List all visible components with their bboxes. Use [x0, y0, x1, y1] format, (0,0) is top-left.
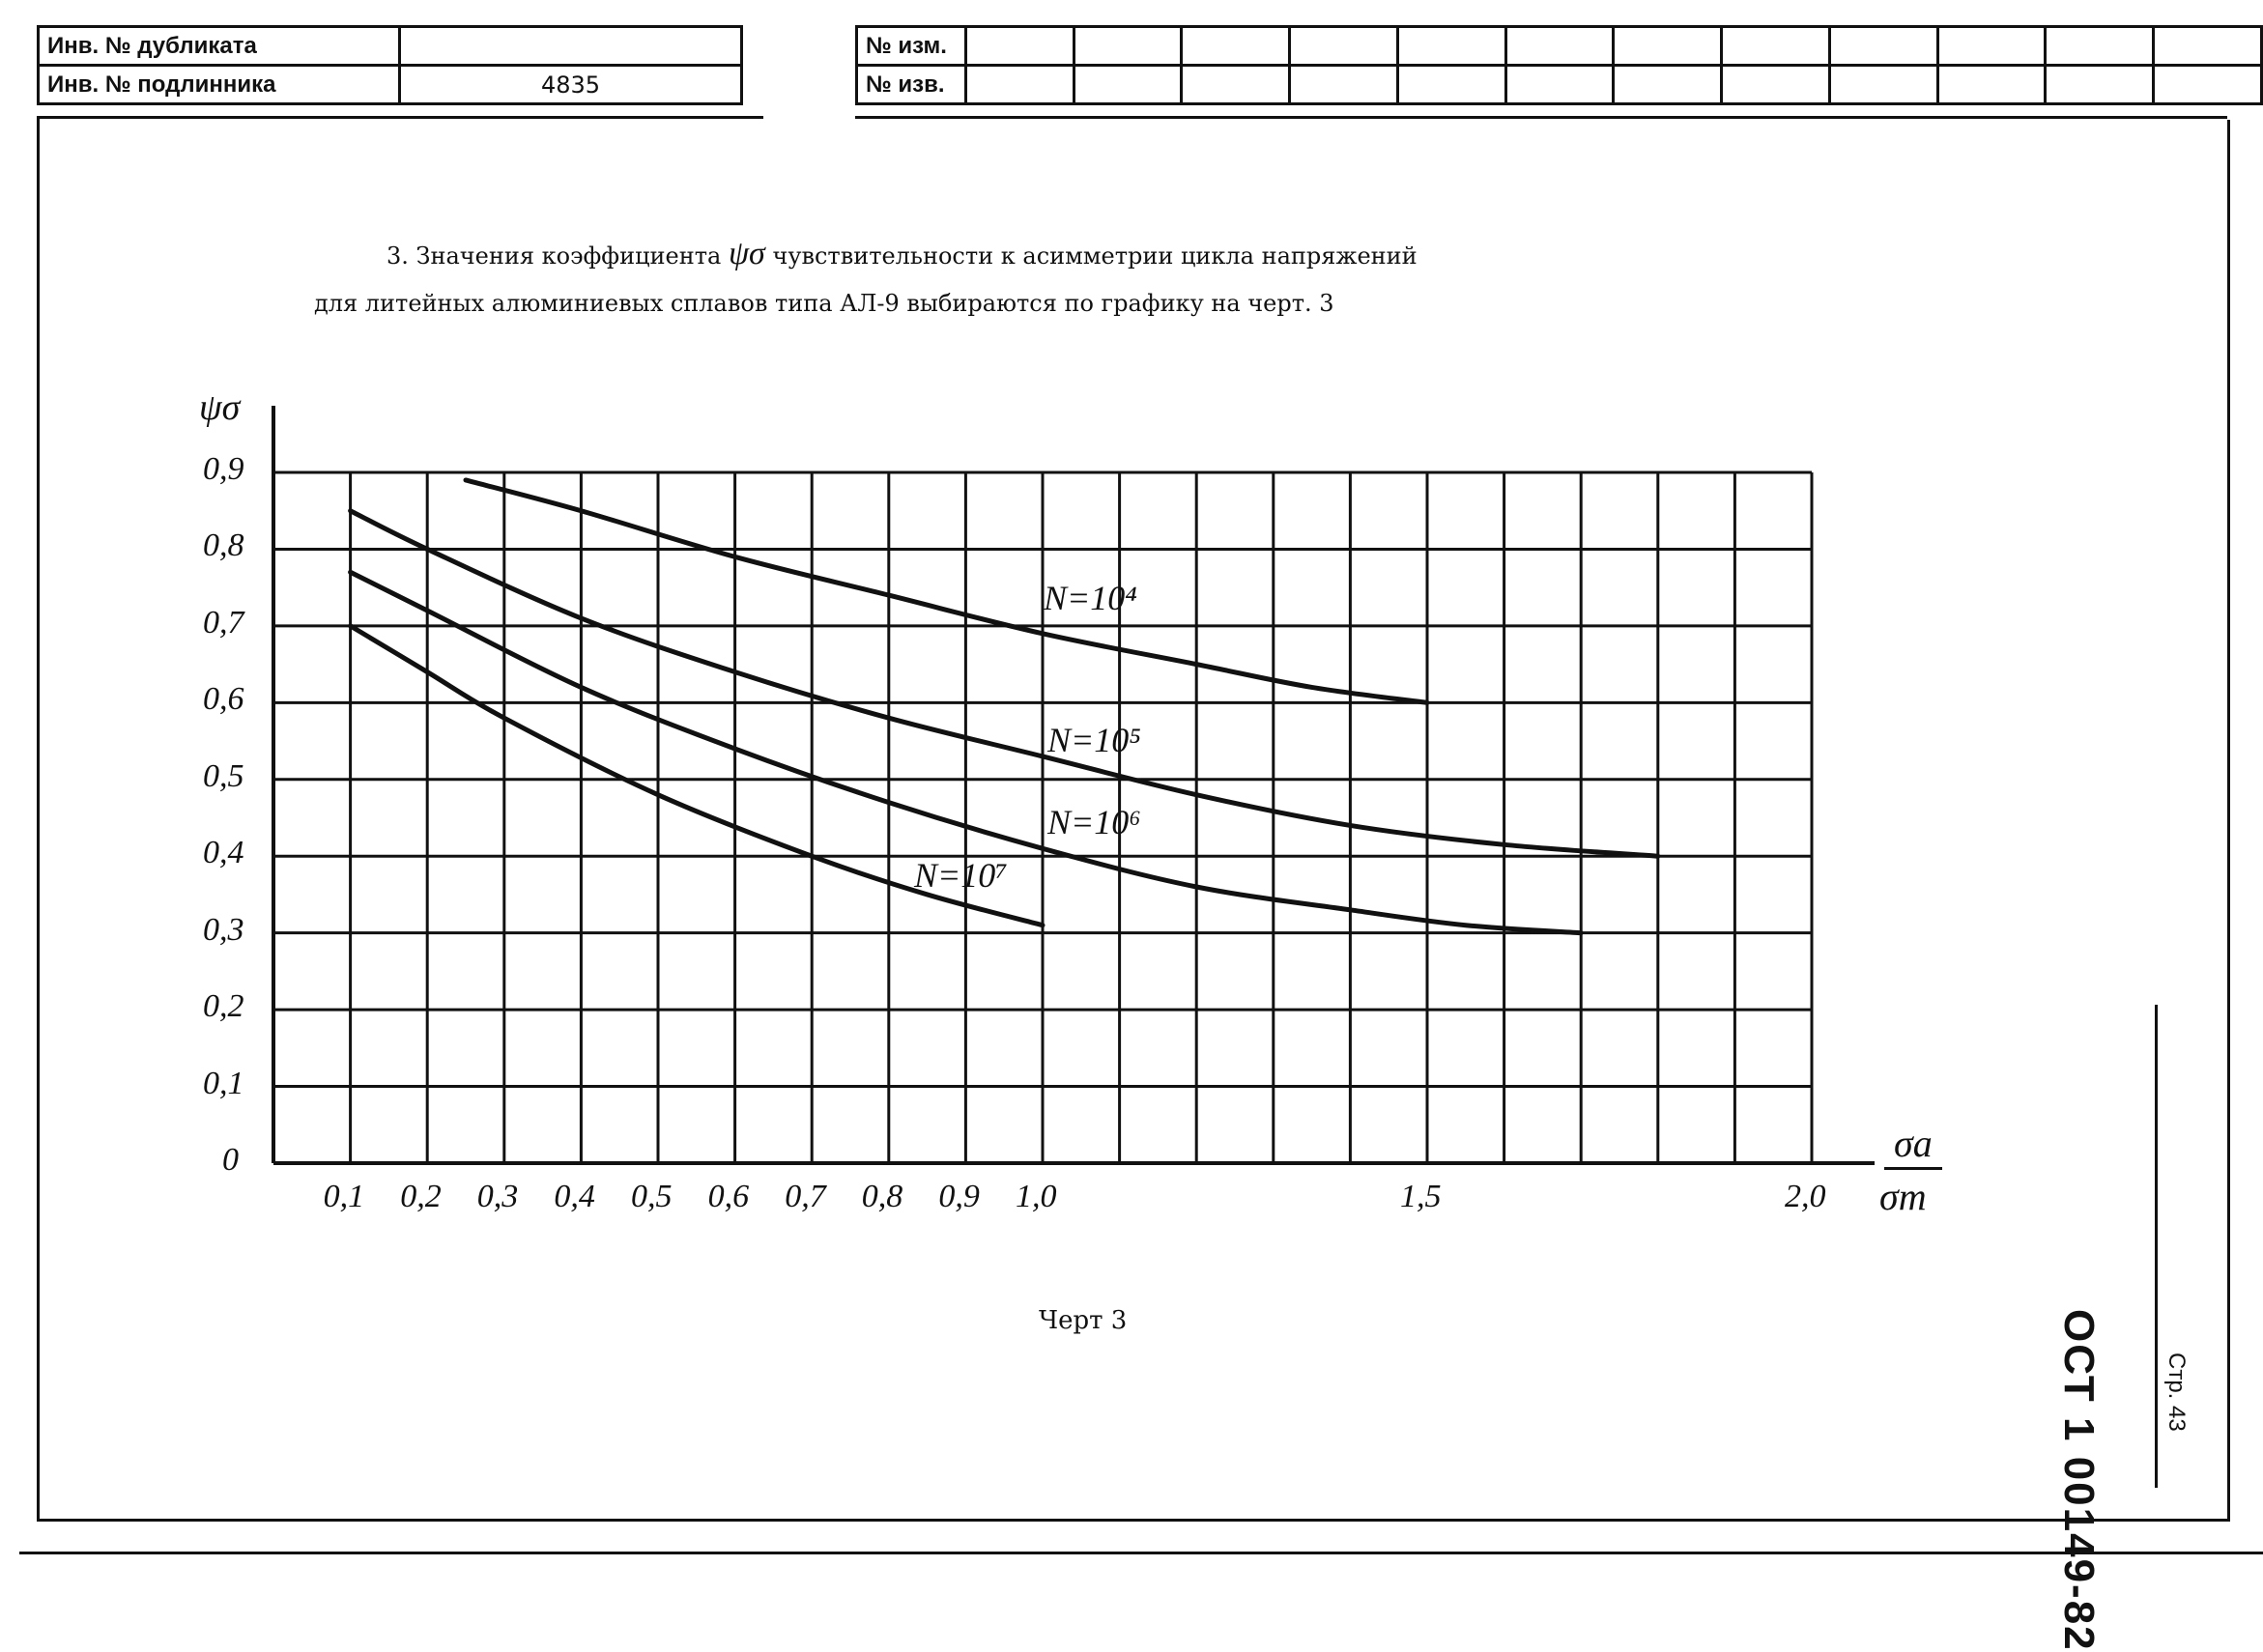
x-tick-label: 1,5	[1400, 1179, 1442, 1214]
y-tick-label: 0	[222, 1142, 239, 1178]
x-tick-label: 0,8	[861, 1179, 903, 1214]
y-tick-label: 0,2	[203, 988, 244, 1025]
y-tick-label: 0,8	[203, 527, 244, 564]
y-tick-label: 0,6	[203, 681, 244, 718]
stamp-cell	[1395, 25, 1507, 67]
stamp-left-table: Инв. № дубликата Инв. № подлинника 4835	[37, 25, 743, 105]
series-label-n1e7: N=10⁷	[914, 856, 1008, 895]
stamp-cell	[1720, 64, 1831, 105]
series-label-n1e4: N=10⁴	[1044, 579, 1137, 617]
chart-grid	[273, 470, 1814, 1163]
stamp-row-original: Инв. № подлинника 4835	[37, 64, 743, 105]
x-axis-label-fraction-bar	[1884, 1167, 1942, 1170]
paragraph-line-1: 3. Значения коэффициента ψσ чувствительн…	[387, 236, 1418, 272]
x-axis-label-numerator: σa	[1894, 1122, 1933, 1165]
document-code: ОСТ 1 00149-82	[2055, 1309, 2103, 1652]
x-tick-label: 0,2	[400, 1179, 442, 1214]
bottom-rule	[19, 1552, 2263, 1554]
x-tick-label: 0,4	[554, 1179, 595, 1214]
stamp-label-duplicate: Инв. № дубликата	[37, 25, 401, 67]
stamp-cell	[2152, 64, 2263, 105]
paragraph-line-1-prefix: 3. Значения коэффициента	[387, 242, 722, 270]
chart-axes	[272, 406, 1875, 1165]
series-curve-0	[463, 477, 1430, 705]
y-axis-label: ψσ	[199, 386, 240, 429]
y-axis-label-text: ψσ	[199, 387, 241, 428]
side-rule	[2155, 1005, 2158, 1488]
y-tick-label: 0,4	[203, 835, 244, 871]
stamp-cell	[1827, 25, 1939, 67]
stamp-cell	[1395, 64, 1507, 105]
stamp-value-original: 4835	[398, 64, 743, 105]
x-tick-label: 0,9	[938, 1179, 980, 1214]
y-tick-label: 0,9	[203, 451, 244, 487]
stamp-cell	[1180, 64, 1292, 105]
stamp-cell	[1612, 64, 1724, 105]
x-tick-label: 0,3	[476, 1179, 519, 1214]
stamp-cell	[1935, 25, 2048, 67]
stamp-label-change: № изм.	[855, 25, 967, 67]
x-tick-label: 0,6	[707, 1179, 750, 1214]
page-number: Стр. 43	[2163, 1353, 2190, 1432]
y-tick-label: 0,5	[203, 757, 244, 794]
series-curve-3	[348, 623, 1046, 928]
stamp-label-original: Инв. № подлинника	[37, 64, 401, 105]
stamp-cell	[1288, 25, 1399, 67]
x-tick-label: 0,5	[631, 1179, 673, 1214]
figure-caption: Черт 3	[1039, 1306, 1128, 1335]
x-axis-label-denominator: σm	[1879, 1175, 1927, 1218]
series-curve-2	[348, 569, 1584, 936]
x-tick-label: 0,1	[323, 1179, 365, 1214]
stamp-cell	[2152, 25, 2263, 67]
series-curve-1	[348, 508, 1661, 859]
stamp-cell	[963, 64, 1075, 105]
stamp-cell	[1504, 25, 1616, 67]
paragraph-line-2: для литейных алюминиевых сплавов типа АЛ…	[314, 290, 1334, 317]
psi-sigma-symbol: ψσ	[728, 236, 765, 271]
stamp-cell	[1072, 25, 1184, 67]
stamp-cell	[1720, 25, 1831, 67]
stamp-right-table: № изм. № изв.	[855, 25, 2263, 105]
y-tick-label: 0,3	[203, 911, 244, 948]
stamp-value-duplicate	[398, 25, 743, 67]
stamp-row-change: № изм.	[855, 25, 2263, 67]
y-tick-label: 0,1	[203, 1065, 244, 1101]
stamp-cell	[2044, 25, 2156, 67]
stamp-cell	[2044, 64, 2156, 105]
stamp-row-notice: № изв.	[855, 64, 2263, 105]
stamp-row-duplicate: Инв. № дубликата	[37, 25, 743, 67]
stamp-label-notice: № изв.	[855, 64, 967, 105]
x-tick-label: 1,0	[1016, 1179, 1057, 1214]
stamp-cell	[1935, 64, 2048, 105]
stamp-cell	[1180, 25, 1292, 67]
chart-series	[348, 477, 1661, 936]
page-frame	[37, 120, 2230, 1522]
psi-sigma-chart	[272, 406, 1875, 1165]
frame-top-right-border	[855, 116, 2227, 119]
stamp-cell	[1612, 25, 1724, 67]
x-tick-label: 2,0	[1785, 1179, 1826, 1214]
stamp-cell	[1504, 64, 1616, 105]
stamp-cell	[963, 25, 1075, 67]
stamp-cell	[1288, 64, 1399, 105]
stamp-cell	[1827, 64, 1939, 105]
paragraph-line-1-suffix: чувствительности к асимметрии цикла напр…	[772, 242, 1418, 270]
stamp-cell	[1072, 64, 1184, 105]
series-label-n1e5: N=10⁵	[1047, 721, 1141, 759]
y-tick-label: 0,7	[203, 604, 244, 641]
x-tick-label: 0,7	[785, 1179, 826, 1214]
series-label-n1e6: N=10⁶	[1047, 803, 1141, 841]
frame-top-left-border	[37, 116, 763, 119]
